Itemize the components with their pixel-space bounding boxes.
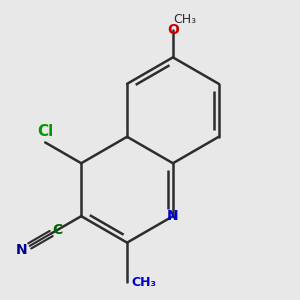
Text: N: N xyxy=(16,243,28,257)
Text: O: O xyxy=(167,22,179,37)
Text: C: C xyxy=(52,223,62,237)
Text: N: N xyxy=(167,209,179,223)
Text: Cl: Cl xyxy=(37,124,53,140)
Text: CH₃: CH₃ xyxy=(173,13,196,26)
Text: CH₃: CH₃ xyxy=(131,276,156,289)
